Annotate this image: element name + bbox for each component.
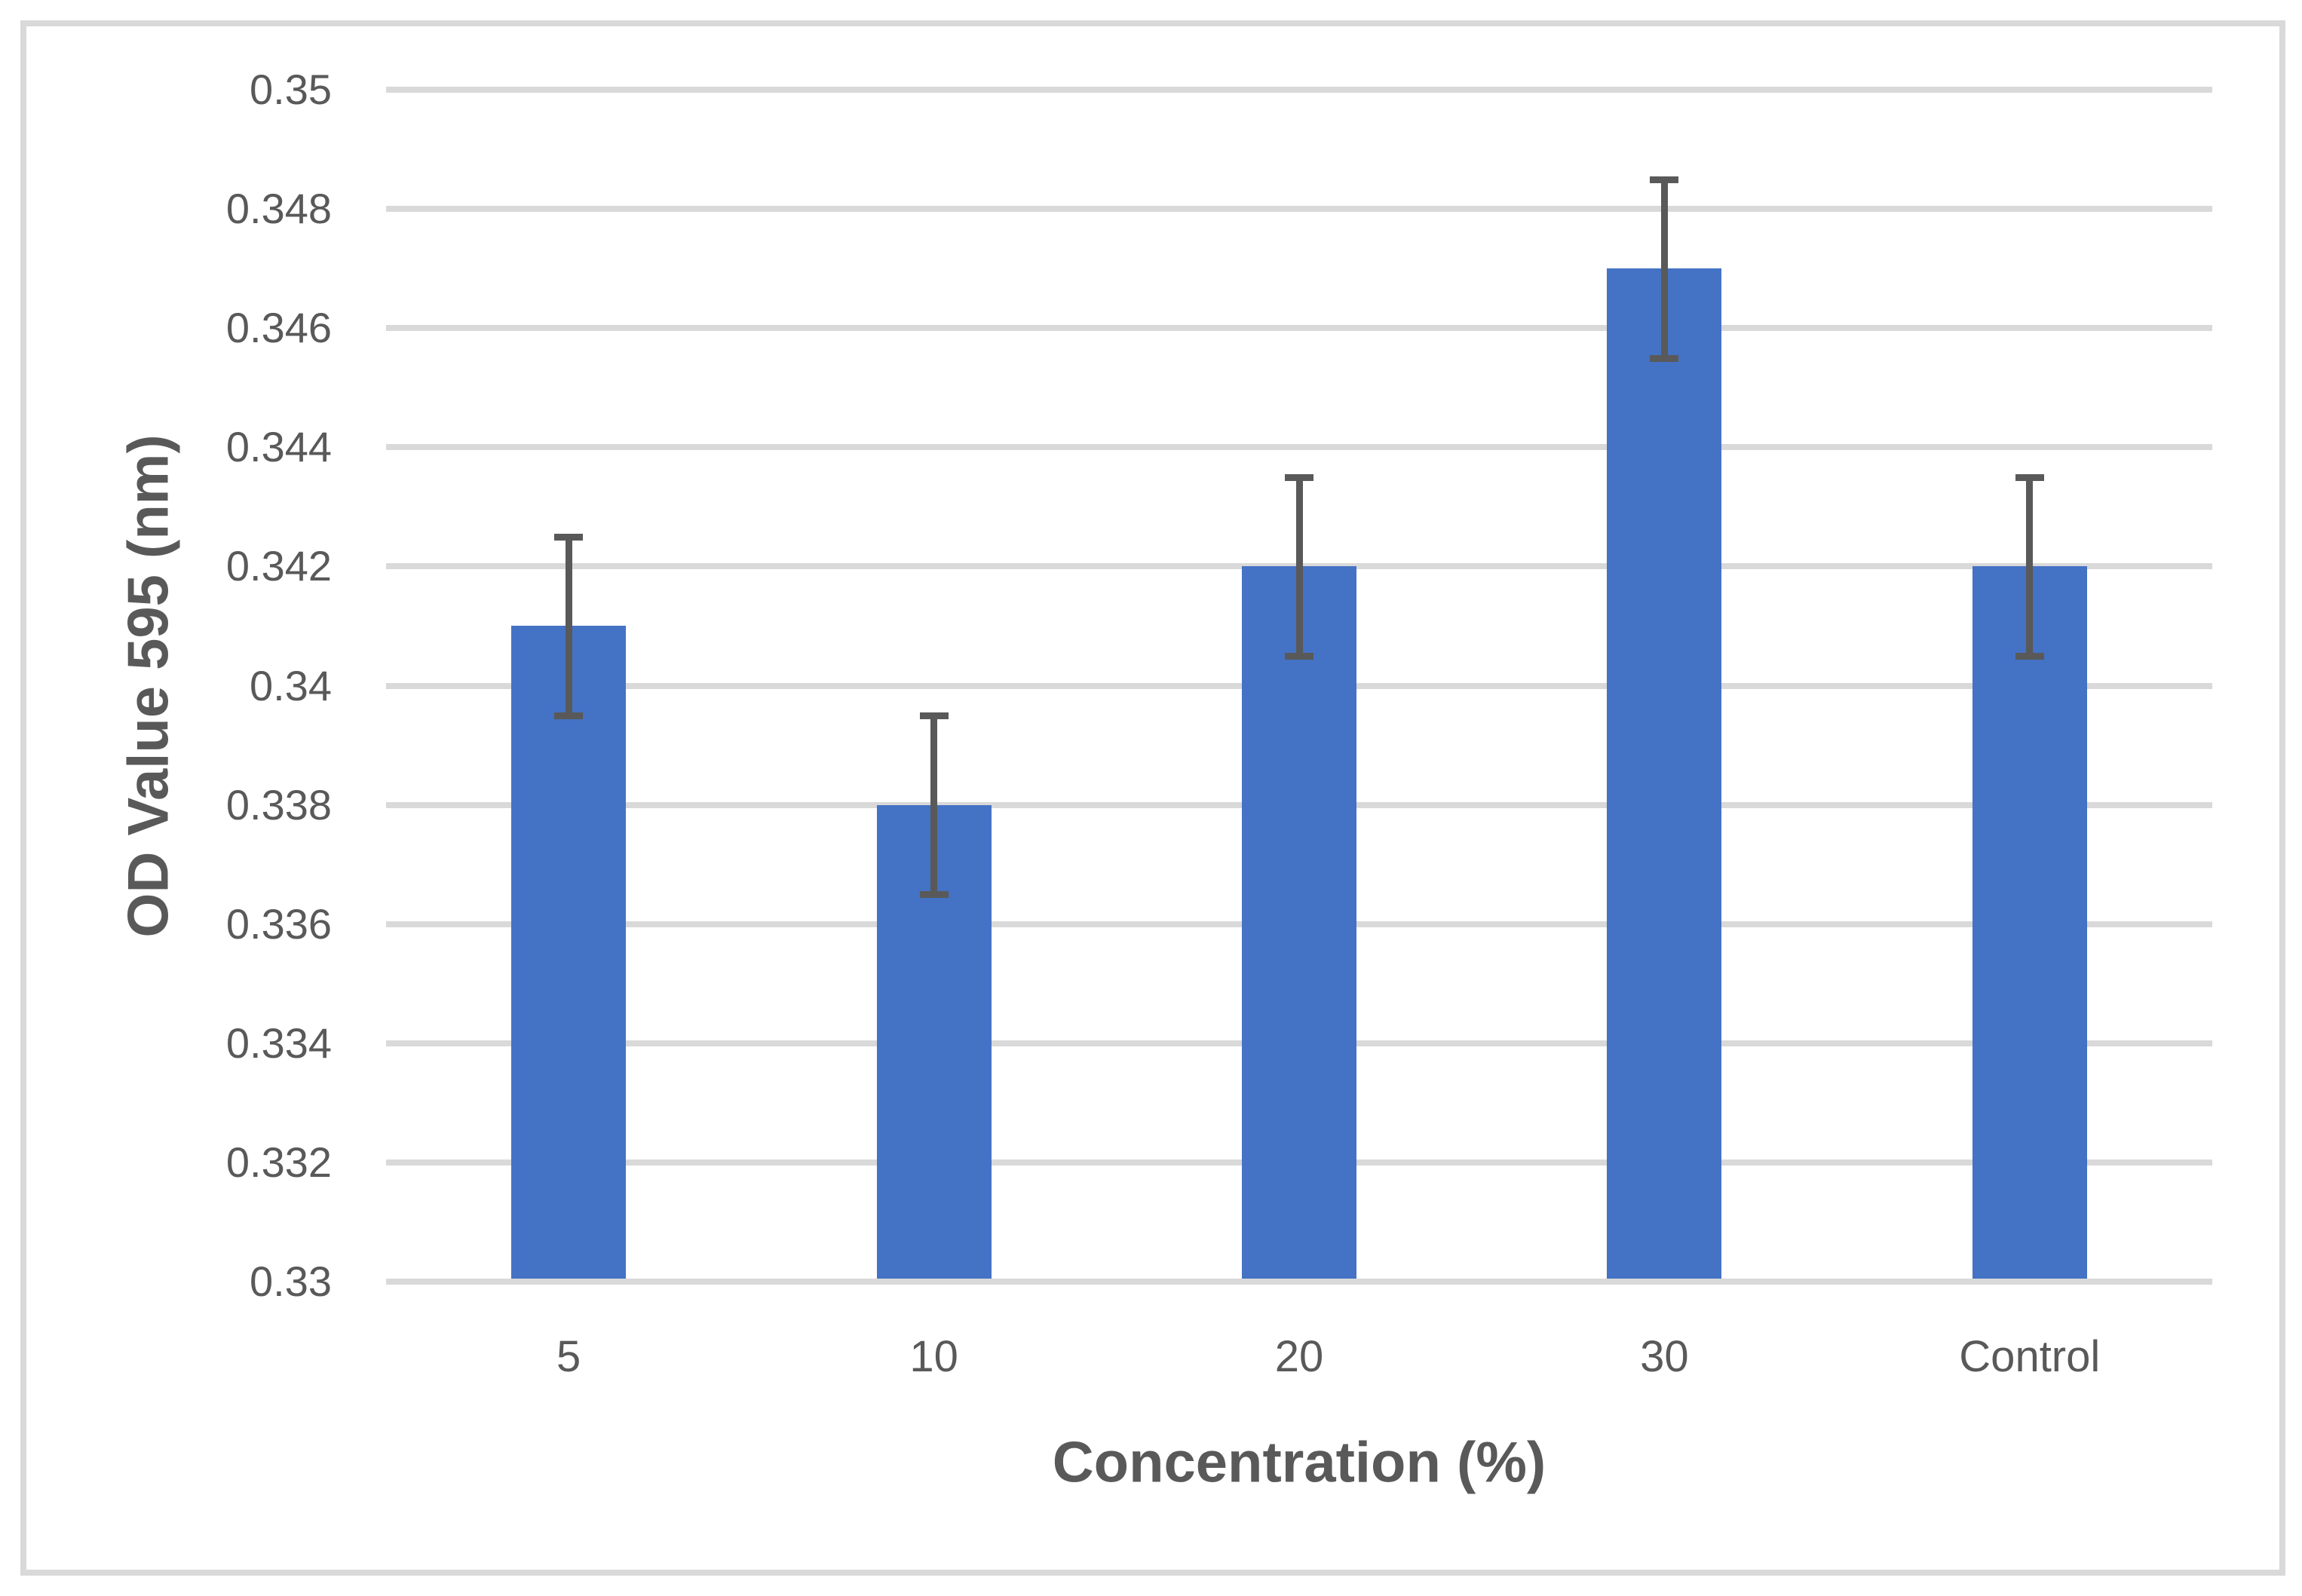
x-axis-title: Concentration (%) xyxy=(1052,1430,1546,1495)
gridline xyxy=(386,87,2212,93)
error-bar-cap-top xyxy=(2015,473,2044,481)
error-bar-cap-top xyxy=(554,533,584,541)
error-bar xyxy=(930,715,938,895)
x-tick-label: 30 xyxy=(1640,1332,1689,1381)
y-tick-label: 0.342 xyxy=(225,542,332,590)
bar xyxy=(511,626,627,1282)
y-axis-title: OD Value 595 (nm) xyxy=(116,434,181,938)
y-tick-label: 0.35 xyxy=(250,66,332,113)
x-tick-label: Control xyxy=(1959,1332,2101,1381)
error-bar-cap-top xyxy=(1285,473,1313,481)
x-tick-label: 10 xyxy=(909,1332,958,1381)
error-bar-cap-bottom xyxy=(2015,652,2044,660)
bar xyxy=(1242,566,1356,1282)
error-bar-cap-bottom xyxy=(1650,354,1679,362)
error-bar xyxy=(2026,476,2034,656)
y-tick-label: 0.344 xyxy=(225,423,332,471)
error-bar-cap-top xyxy=(919,712,949,720)
bar xyxy=(1607,268,1722,1282)
gridline xyxy=(386,206,2212,213)
bar xyxy=(1972,566,2087,1282)
x-tick-label: 20 xyxy=(1274,1332,1324,1381)
gridline xyxy=(386,1279,2212,1285)
y-tick-label: 0.346 xyxy=(225,304,332,352)
plot-area xyxy=(386,87,2212,1285)
error-bar-cap-bottom xyxy=(554,712,584,720)
y-tick-label: 0.334 xyxy=(225,1019,332,1067)
y-tick-label: 0.338 xyxy=(225,780,332,829)
error-bar xyxy=(1660,179,1668,358)
error-bar-cap-bottom xyxy=(919,891,949,899)
y-tick-label: 0.336 xyxy=(225,899,332,948)
chart-frame xyxy=(20,20,2285,1576)
y-tick-label: 0.34 xyxy=(250,661,332,709)
error-bar xyxy=(565,536,572,716)
gridline xyxy=(386,444,2212,451)
x-tick-label: 5 xyxy=(556,1332,581,1381)
error-bar-cap-bottom xyxy=(1285,652,1313,660)
y-tick-label: 0.33 xyxy=(250,1258,332,1305)
error-bar xyxy=(1295,476,1303,656)
error-bar-cap-top xyxy=(1650,176,1679,183)
gridline xyxy=(386,325,2212,332)
y-tick-label: 0.332 xyxy=(225,1138,332,1186)
y-tick-label: 0.348 xyxy=(225,185,332,233)
